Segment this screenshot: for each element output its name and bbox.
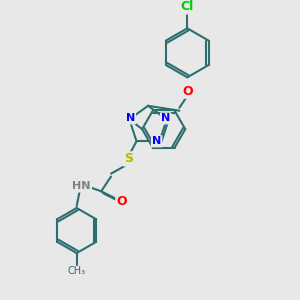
Text: HN: HN [72,182,91,191]
Text: O: O [116,195,127,208]
Text: N: N [152,136,161,146]
Text: N: N [161,113,170,123]
Text: O: O [182,85,193,98]
Text: CH₃: CH₃ [68,266,86,276]
Text: N: N [126,113,135,123]
Text: S: S [124,152,133,165]
Text: Cl: Cl [181,0,194,13]
